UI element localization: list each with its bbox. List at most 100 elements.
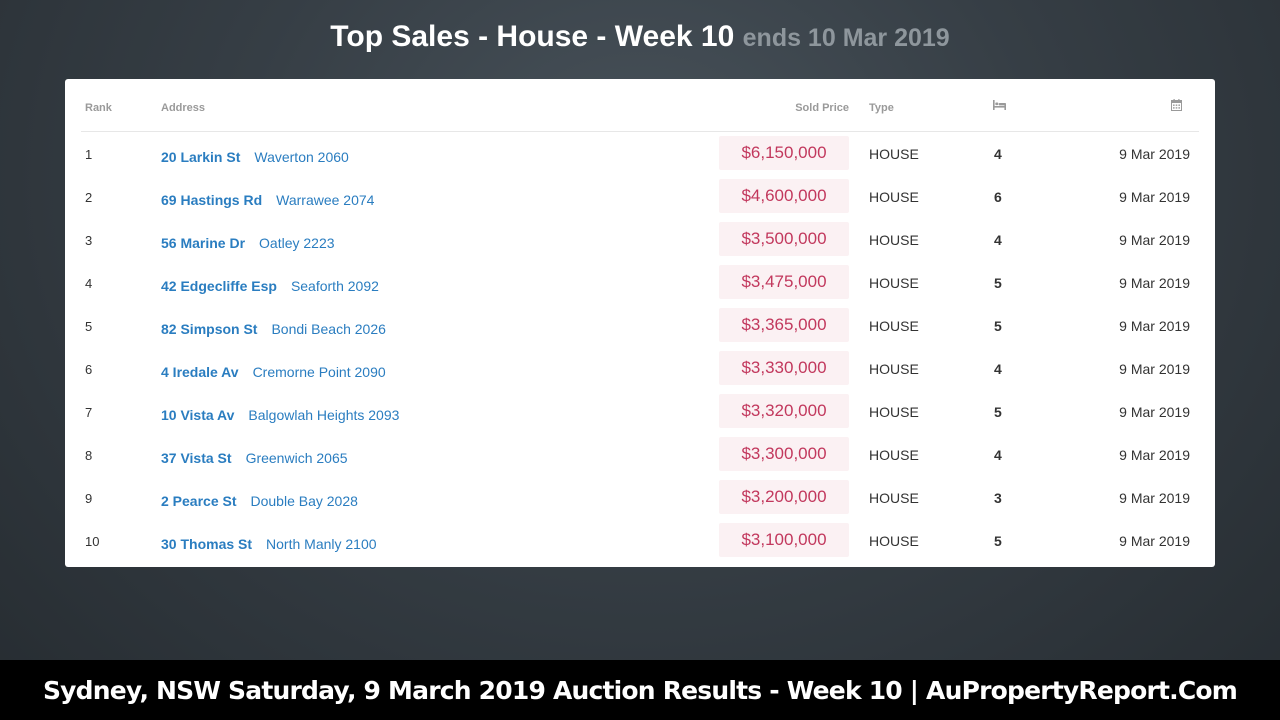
rank-cell: 5 [85,319,93,334]
rank-cell: 1 [85,147,93,162]
street-link[interactable]: 42 Edgecliffe Esp [161,278,277,294]
rank-cell: 9 [85,491,93,506]
address-cell: 2 Pearce St Double Bay 2028 [161,492,358,510]
street-link[interactable]: 30 Thomas St [161,536,253,552]
suburb-link[interactable]: Oatley 2223 [259,235,335,251]
rank-cell: 8 [85,448,93,463]
date-cell: 9 Mar 2019 [1119,275,1190,291]
price-cell: $3,475,000 [719,265,849,299]
suburb-link[interactable]: Greenwich 2065 [245,450,348,466]
street-link[interactable]: 2 Pearce St [161,493,237,509]
suburb-link[interactable]: Balgowlah Heights 2093 [248,407,400,423]
price-cell: $4,600,000 [719,179,849,213]
rank-cell: 2 [85,190,93,205]
street-link[interactable]: 37 Vista St [161,450,232,466]
price-cell: $3,330,000 [719,351,849,385]
address-cell: 10 Vista Av Balgowlah Heights 2093 [161,406,399,424]
beds-cell: 4 [994,146,1002,162]
table-row: 10 30 Thomas St North Manly 2100 $3,100,0… [65,523,1215,566]
beds-cell: 6 [994,189,1002,205]
date-cell: 9 Mar 2019 [1119,361,1190,377]
type-cell: HOUSE [869,189,919,205]
street-link[interactable]: 82 Simpson St [161,321,258,337]
rank-cell: 6 [85,362,93,377]
date-cell: 9 Mar 2019 [1119,232,1190,248]
title-subtitle: ends 10 Mar 2019 [742,24,950,52]
price-cell: $6,150,000 [719,136,849,170]
calendar-icon[interactable] [1171,99,1182,115]
street-link[interactable]: 20 Larkin St [161,149,241,165]
rank-cell: 10 [85,534,100,549]
date-cell: 9 Mar 2019 [1119,533,1190,549]
table-row: 3 56 Marine Dr Oatley 2223 $3,500,000 HOU… [65,222,1215,265]
address-cell: 37 Vista St Greenwich 2065 [161,449,348,467]
column-header-rank[interactable]: Rank [85,102,112,114]
date-cell: 9 Mar 2019 [1119,146,1190,162]
date-cell: 9 Mar 2019 [1119,189,1190,205]
beds-cell: 5 [994,275,1002,291]
address-cell: 82 Simpson St Bondi Beach 2026 [161,320,386,338]
table-row: 6 4 Iredale Av Cremorne Point 2090 $3,330… [65,351,1215,394]
suburb-link[interactable]: Cremorne Point 2090 [252,364,386,380]
table-row: 7 10 Vista Av Balgowlah Heights 2093 $3,3… [65,394,1215,437]
beds-cell: 4 [994,447,1002,463]
column-header-type[interactable]: Type [869,102,894,114]
type-cell: HOUSE [869,533,919,549]
beds-cell: 4 [994,232,1002,248]
suburb-link[interactable]: Bondi Beach 2026 [271,321,386,337]
street-link[interactable]: 56 Marine Dr [161,235,246,251]
table-row: 1 20 Larkin St Waverton 2060 $6,150,000 H… [65,136,1215,179]
price-cell: $3,100,000 [719,523,849,557]
column-header-address[interactable]: Address [161,102,206,114]
beds-cell: 3 [994,490,1002,506]
type-cell: HOUSE [869,447,919,463]
rank-cell: 3 [85,233,93,248]
type-cell: HOUSE [869,361,919,377]
table-row: 9 2 Pearce St Double Bay 2028 $3,200,000 … [65,480,1215,523]
column-header-sold-price[interactable]: Sold Price [795,102,849,114]
suburb-link[interactable]: Seaforth 2092 [290,278,379,294]
price-cell: $3,500,000 [719,222,849,256]
date-cell: 9 Mar 2019 [1119,447,1190,463]
type-cell: HOUSE [869,490,919,506]
address-cell: 42 Edgecliffe Esp Seaforth 2092 [161,277,379,295]
table-header: Rank Address Sold Price Type [81,79,1199,132]
table-row: 4 42 Edgecliffe Esp Seaforth 2092 $3,475,… [65,265,1215,308]
suburb-link[interactable]: Waverton 2060 [254,149,349,165]
price-cell: $3,300,000 [719,437,849,471]
suburb-link[interactable]: Double Bay 2028 [250,493,358,509]
beds-cell: 5 [994,533,1002,549]
address-cell: 56 Marine Dr Oatley 2223 [161,234,335,252]
price-cell: $3,365,000 [719,308,849,342]
suburb-link[interactable]: North Manly 2100 [266,536,377,552]
address-cell: 30 Thomas St North Manly 2100 [161,535,377,553]
price-cell: $3,320,000 [719,394,849,428]
table-row: 5 82 Simpson St Bondi Beach 2026 $3,365,0… [65,308,1215,351]
sales-table-panel: Rank Address Sold Price Type [65,79,1215,567]
address-cell: 20 Larkin St Waverton 2060 [161,148,349,166]
type-cell: HOUSE [869,146,919,162]
type-cell: HOUSE [869,404,919,420]
title-main: Top Sales - House - Week 10 [330,20,735,53]
type-cell: HOUSE [869,318,919,334]
beds-cell: 5 [994,404,1002,420]
rank-cell: 4 [85,276,93,291]
address-cell: 69 Hastings Rd Warrawee 2074 [161,191,374,209]
type-cell: HOUSE [869,275,919,291]
rank-cell: 7 [85,405,93,420]
bed-icon[interactable] [993,100,1006,114]
price-cell: $3,200,000 [719,480,849,514]
date-cell: 9 Mar 2019 [1119,404,1190,420]
type-cell: HOUSE [869,232,919,248]
date-cell: 9 Mar 2019 [1119,490,1190,506]
street-link[interactable]: 4 Iredale Av [161,364,239,380]
beds-cell: 4 [994,361,1002,377]
suburb-link[interactable]: Warrawee 2074 [276,192,375,208]
table-row: 2 69 Hastings Rd Warrawee 2074 $4,600,000… [65,179,1215,222]
street-link[interactable]: 10 Vista Av [161,407,235,423]
address-cell: 4 Iredale Av Cremorne Point 2090 [161,363,386,381]
table-row: 8 37 Vista St Greenwich 2065 $3,300,000 H… [65,437,1215,480]
beds-cell: 5 [994,318,1002,334]
footer-banner: Sydney, NSW Saturday, 9 March 2019 Aucti… [0,660,1280,720]
street-link[interactable]: 69 Hastings Rd [161,192,263,208]
